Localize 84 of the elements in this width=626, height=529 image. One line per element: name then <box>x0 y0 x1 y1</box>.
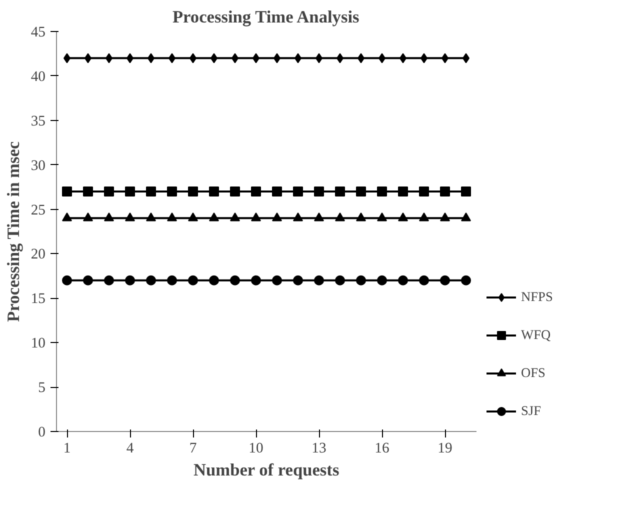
point <box>335 275 345 286</box>
point <box>419 212 429 222</box>
point <box>104 275 114 286</box>
point <box>335 212 345 222</box>
point <box>356 275 366 286</box>
point <box>251 186 261 196</box>
point <box>272 212 282 222</box>
y-tick-label: 0 <box>38 424 46 440</box>
point <box>251 212 261 222</box>
point <box>125 212 135 222</box>
point <box>314 212 324 222</box>
y-tick-label: 10 <box>30 336 46 352</box>
point <box>398 275 408 286</box>
point <box>377 212 387 222</box>
y-tick-label: 45 <box>30 24 46 40</box>
y-tick-label: 35 <box>30 113 46 130</box>
point <box>146 275 156 286</box>
point <box>440 275 450 286</box>
y-tick-label: 5 <box>38 380 46 396</box>
point <box>335 186 345 196</box>
point <box>293 186 303 196</box>
point <box>209 275 219 286</box>
point <box>293 212 303 222</box>
point <box>230 212 240 222</box>
x-tick-label: 4 <box>126 440 134 456</box>
point <box>440 186 450 196</box>
point <box>104 212 114 222</box>
point <box>62 186 72 196</box>
point <box>272 186 282 196</box>
point <box>209 212 219 222</box>
point <box>356 212 366 222</box>
point <box>146 186 156 196</box>
point <box>83 275 93 286</box>
x-tick-label: 10 <box>248 440 264 456</box>
point <box>419 275 429 286</box>
y-tick-label: 30 <box>30 158 46 174</box>
point <box>125 186 135 196</box>
legend-label: OFS <box>521 365 546 381</box>
point <box>314 186 324 196</box>
y-tick-label: 25 <box>30 202 46 218</box>
point <box>377 186 387 196</box>
x-tick-label: 19 <box>438 440 452 456</box>
point <box>398 212 408 222</box>
point <box>167 186 177 196</box>
point <box>230 186 240 196</box>
chart-title: Processing Time Analysis <box>172 8 360 26</box>
point <box>251 275 261 286</box>
point <box>125 275 135 286</box>
point <box>188 186 198 196</box>
y-tick-label: 15 <box>30 291 46 308</box>
point <box>461 275 471 286</box>
x-tick-label: 13 <box>312 440 326 456</box>
point <box>398 186 408 196</box>
x-axis-title: Number of requests <box>194 460 340 480</box>
point <box>83 186 93 196</box>
x-tick-label: 7 <box>189 440 197 456</box>
point <box>272 275 282 286</box>
legend-label: WFQ <box>521 327 551 343</box>
x-tick-label: 1 <box>63 440 71 456</box>
point <box>104 186 114 196</box>
point <box>167 275 177 286</box>
point <box>356 186 366 196</box>
point <box>440 212 450 222</box>
y-tick-label: 20 <box>30 246 46 263</box>
point <box>62 275 72 286</box>
point <box>314 275 324 286</box>
point <box>230 275 240 286</box>
point <box>461 212 471 222</box>
point <box>461 186 471 196</box>
point <box>146 212 156 222</box>
point <box>188 275 198 286</box>
point <box>419 186 429 196</box>
x-tick-label: 16 <box>374 440 390 456</box>
legend-label: NFPS <box>521 289 553 305</box>
legend-label: SJF <box>521 403 542 419</box>
y-axis-title: Processing Time in msec <box>4 141 23 322</box>
point <box>293 275 303 286</box>
y-tick-label: 40 <box>30 68 46 85</box>
point <box>209 186 219 196</box>
point <box>167 212 177 222</box>
point <box>377 275 387 286</box>
point <box>62 212 72 222</box>
point <box>83 212 93 222</box>
point <box>188 212 198 222</box>
